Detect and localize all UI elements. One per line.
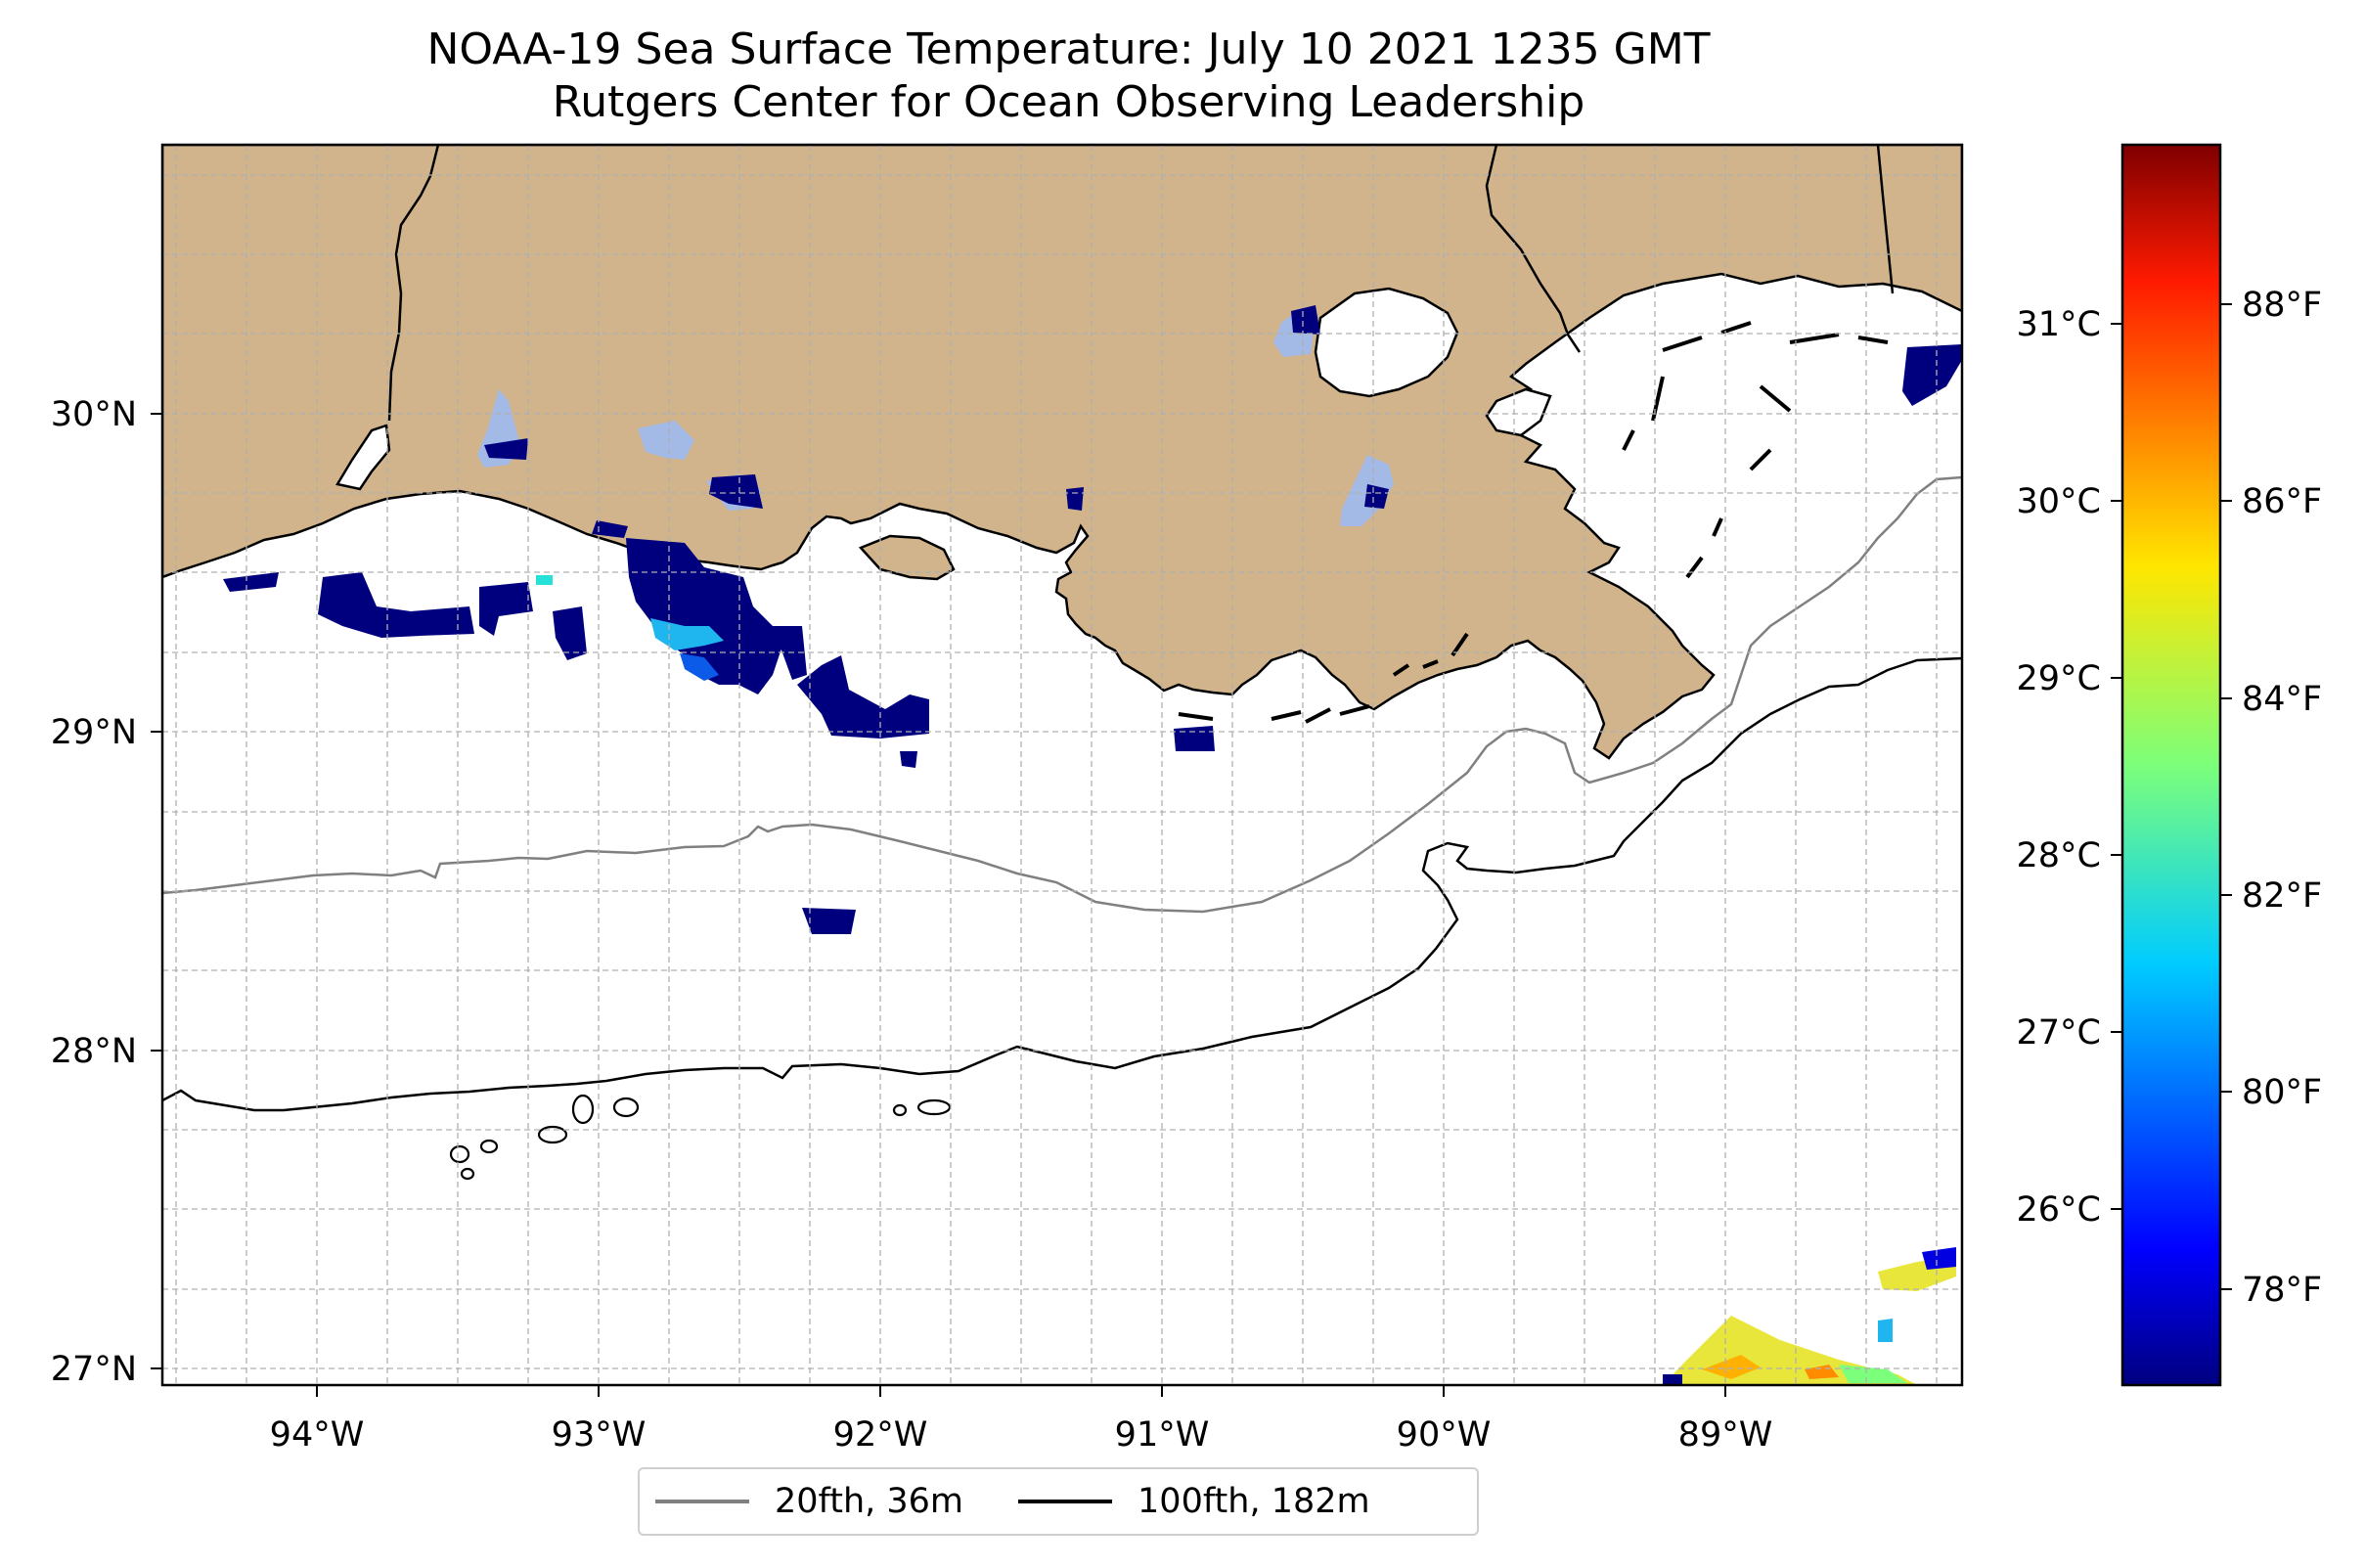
y-tick-label: 30°N: [51, 395, 137, 434]
map-subtitle: Rutgers Center for Ocean Observing Leade…: [552, 77, 1585, 127]
x-tick-label: 89°W: [1678, 1415, 1773, 1455]
x-tick-label: 93°W: [552, 1415, 647, 1455]
map-gridlines: [162, 145, 1962, 1385]
colorbar-celsius-label: 31°C: [2017, 305, 2101, 344]
legend-label: 20fth, 36m: [775, 1482, 964, 1521]
colorbar-fahrenheit-label: 78°F: [2242, 1271, 2322, 1310]
contour-legend: 20fth, 36m 100fth, 182m: [638, 1467, 1479, 1536]
contour-100fth: [162, 656, 1962, 1112]
colorbar-celsius-label: 30°C: [2017, 482, 2101, 521]
legend-item-20fth: 20fth, 36m: [655, 1482, 963, 1521]
coastal-lake-west: [335, 424, 391, 491]
legend-swatch-black: [1018, 1500, 1113, 1503]
shoal-dashes: [1178, 321, 1889, 724]
colorbar-celsius-label: 26°C: [2017, 1190, 2101, 1230]
contour-20fth: [162, 475, 1962, 914]
colorbar-celsius-label: 29°C: [2017, 659, 2101, 698]
map-frame: [160, 143, 1964, 1387]
map-title: NOAA-19 Sea Surface Temperature: July 10…: [426, 24, 1711, 74]
state-border-la-ms: [1485, 145, 1582, 353]
colorbar-celsius-label: 27°C: [2017, 1013, 2101, 1053]
x-tick-label: 90°W: [1397, 1415, 1492, 1455]
colorbar-fahrenheit-label: 84°F: [2242, 680, 2322, 719]
x-tick-label: 92°W: [833, 1415, 928, 1455]
x-tick-label: 94°W: [270, 1415, 365, 1455]
colorbar-celsius-label: 28°C: [2017, 836, 2101, 875]
inland-water-2: [638, 421, 694, 460]
legend-item-100fth: 100fth, 182m: [1018, 1482, 1370, 1521]
map-panel: 94°W 93°W 92°W 91°W 90°W 89°W 27°N 28°N …: [51, 143, 1964, 1455]
colorbar: 26°C 27°C 28°C 29°C 30°C 31°C 78°F 80°F …: [2017, 143, 2322, 1387]
axis-ticks: [151, 413, 1726, 1397]
colorbar-fahrenheit-label: 82°F: [2242, 876, 2322, 916]
colorbar-gradient: [2120, 143, 2222, 1387]
lake-pontchartrain: [1314, 287, 1459, 398]
state-border-ms-al: [1876, 145, 1895, 294]
legend-swatch-gray: [655, 1500, 749, 1503]
state-border-tx-la: [387, 145, 440, 422]
x-tick-label: 91°W: [1115, 1415, 1210, 1455]
y-tick-label: 27°N: [51, 1350, 137, 1389]
legend-label: 100fth, 182m: [1138, 1482, 1370, 1521]
y-tick-label: 29°N: [51, 713, 137, 752]
y-tick-label: 28°N: [51, 1032, 137, 1071]
land-louisiana: [162, 145, 1962, 760]
sst-patches-cool: [223, 305, 1962, 934]
contour-islands: [449, 1094, 952, 1181]
colorbar-fahrenheit-label: 86°F: [2242, 482, 2322, 521]
lake-borgne: [1485, 387, 1552, 437]
colorbar-fahrenheit-label: 88°F: [2242, 286, 2322, 325]
colorbar-fahrenheit-label: 80°F: [2242, 1073, 2322, 1112]
